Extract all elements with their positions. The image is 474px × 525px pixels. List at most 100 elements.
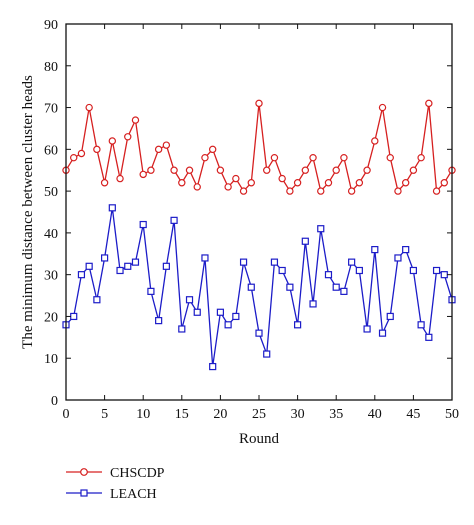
data-point xyxy=(263,166,271,174)
data-point xyxy=(116,266,124,275)
y-tick-label: 0 xyxy=(51,394,58,409)
data-point xyxy=(378,103,387,112)
data-point xyxy=(162,141,171,149)
legend-marker xyxy=(80,489,88,497)
data-point xyxy=(301,237,309,245)
data-point xyxy=(440,271,448,279)
data-point xyxy=(378,329,387,337)
data-point xyxy=(278,266,286,275)
data-point xyxy=(309,153,317,162)
data-point xyxy=(139,220,147,229)
data-point xyxy=(317,187,325,195)
data-point xyxy=(417,321,425,329)
data-point xyxy=(108,137,117,145)
data-point xyxy=(193,183,201,191)
data-point xyxy=(363,166,371,174)
data-point xyxy=(340,287,348,295)
legend-label: CHSCDP xyxy=(110,466,165,481)
data-point xyxy=(162,262,170,270)
data-point xyxy=(185,296,194,304)
legend-marker xyxy=(80,468,88,476)
data-point xyxy=(232,174,240,183)
data-point xyxy=(201,254,209,262)
y-tick-label: 80 xyxy=(44,60,58,75)
data-point xyxy=(70,153,78,162)
x-tick-label: 50 xyxy=(445,407,459,422)
data-point xyxy=(93,296,101,304)
plot-frame xyxy=(65,23,453,401)
data-point xyxy=(286,187,294,195)
legend-item-chscdp: CHSCDP xyxy=(66,466,165,481)
data-point xyxy=(347,187,356,195)
data-point xyxy=(425,99,433,108)
data-point xyxy=(263,350,271,358)
data-point xyxy=(309,300,317,308)
x-tick-label: 30 xyxy=(291,407,305,422)
data-point xyxy=(286,283,294,291)
data-point xyxy=(332,166,340,174)
y-axis-label: The minimum distance between cluster hea… xyxy=(20,75,36,349)
data-point xyxy=(154,145,163,154)
data-point xyxy=(371,137,379,145)
data-point xyxy=(294,321,302,329)
data-point xyxy=(147,166,155,174)
series-line-leach xyxy=(65,207,453,367)
y-tick-label: 60 xyxy=(44,143,58,158)
legend-label: LEACH xyxy=(110,487,157,502)
y-tick-label: 30 xyxy=(44,269,58,284)
data-point xyxy=(170,166,178,174)
data-point xyxy=(394,187,402,195)
legend: CHSCDP LEACH xyxy=(66,466,165,502)
data-point xyxy=(270,153,279,162)
data-point xyxy=(293,179,302,187)
data-point xyxy=(255,99,263,108)
data-point xyxy=(324,271,333,279)
data-point xyxy=(402,246,410,254)
y-tick-label: 70 xyxy=(44,102,58,117)
y-tick-label: 50 xyxy=(44,185,58,200)
data-point xyxy=(432,187,441,195)
data-point xyxy=(77,149,86,158)
data-point xyxy=(201,153,209,162)
data-point xyxy=(193,308,201,316)
data-point xyxy=(332,283,340,291)
axis-ticks: 0 5 10 15 20 25 30 35 40 45 50 0 10 20 30 40 50 60 70 80 90 xyxy=(44,18,459,422)
x-tick-label: 5 xyxy=(101,407,108,422)
data-point xyxy=(100,254,109,262)
legend-item-leach: LEACH xyxy=(66,487,157,502)
data-point xyxy=(239,258,248,266)
data-point xyxy=(131,258,140,266)
data-point xyxy=(386,312,394,321)
data-point xyxy=(401,179,410,187)
data-point xyxy=(70,312,78,321)
y-tick-label: 20 xyxy=(44,310,58,325)
x-tick-label: 45 xyxy=(406,407,420,422)
x-tick-label: 0 xyxy=(63,407,70,422)
data-point xyxy=(170,216,178,224)
x-tick-label: 25 xyxy=(252,407,266,422)
series-line-chscdp xyxy=(65,103,453,193)
data-point xyxy=(147,287,155,295)
data-point xyxy=(386,153,394,162)
data-point xyxy=(185,166,194,174)
data-point xyxy=(100,179,109,187)
data-point xyxy=(239,187,248,195)
data-point xyxy=(124,262,132,270)
y-tick-label: 40 xyxy=(44,227,58,242)
series-chscdp xyxy=(62,99,456,195)
x-tick-label: 10 xyxy=(136,407,150,422)
data-point xyxy=(301,166,310,174)
data-point xyxy=(247,283,255,291)
data-point xyxy=(270,258,279,266)
data-point xyxy=(216,166,225,174)
data-point xyxy=(348,258,356,266)
data-point xyxy=(409,166,418,174)
data-point xyxy=(224,183,232,191)
data-point xyxy=(363,325,371,333)
data-point xyxy=(409,266,417,275)
data-point xyxy=(317,225,325,233)
data-point xyxy=(131,116,140,124)
data-point xyxy=(255,329,263,337)
